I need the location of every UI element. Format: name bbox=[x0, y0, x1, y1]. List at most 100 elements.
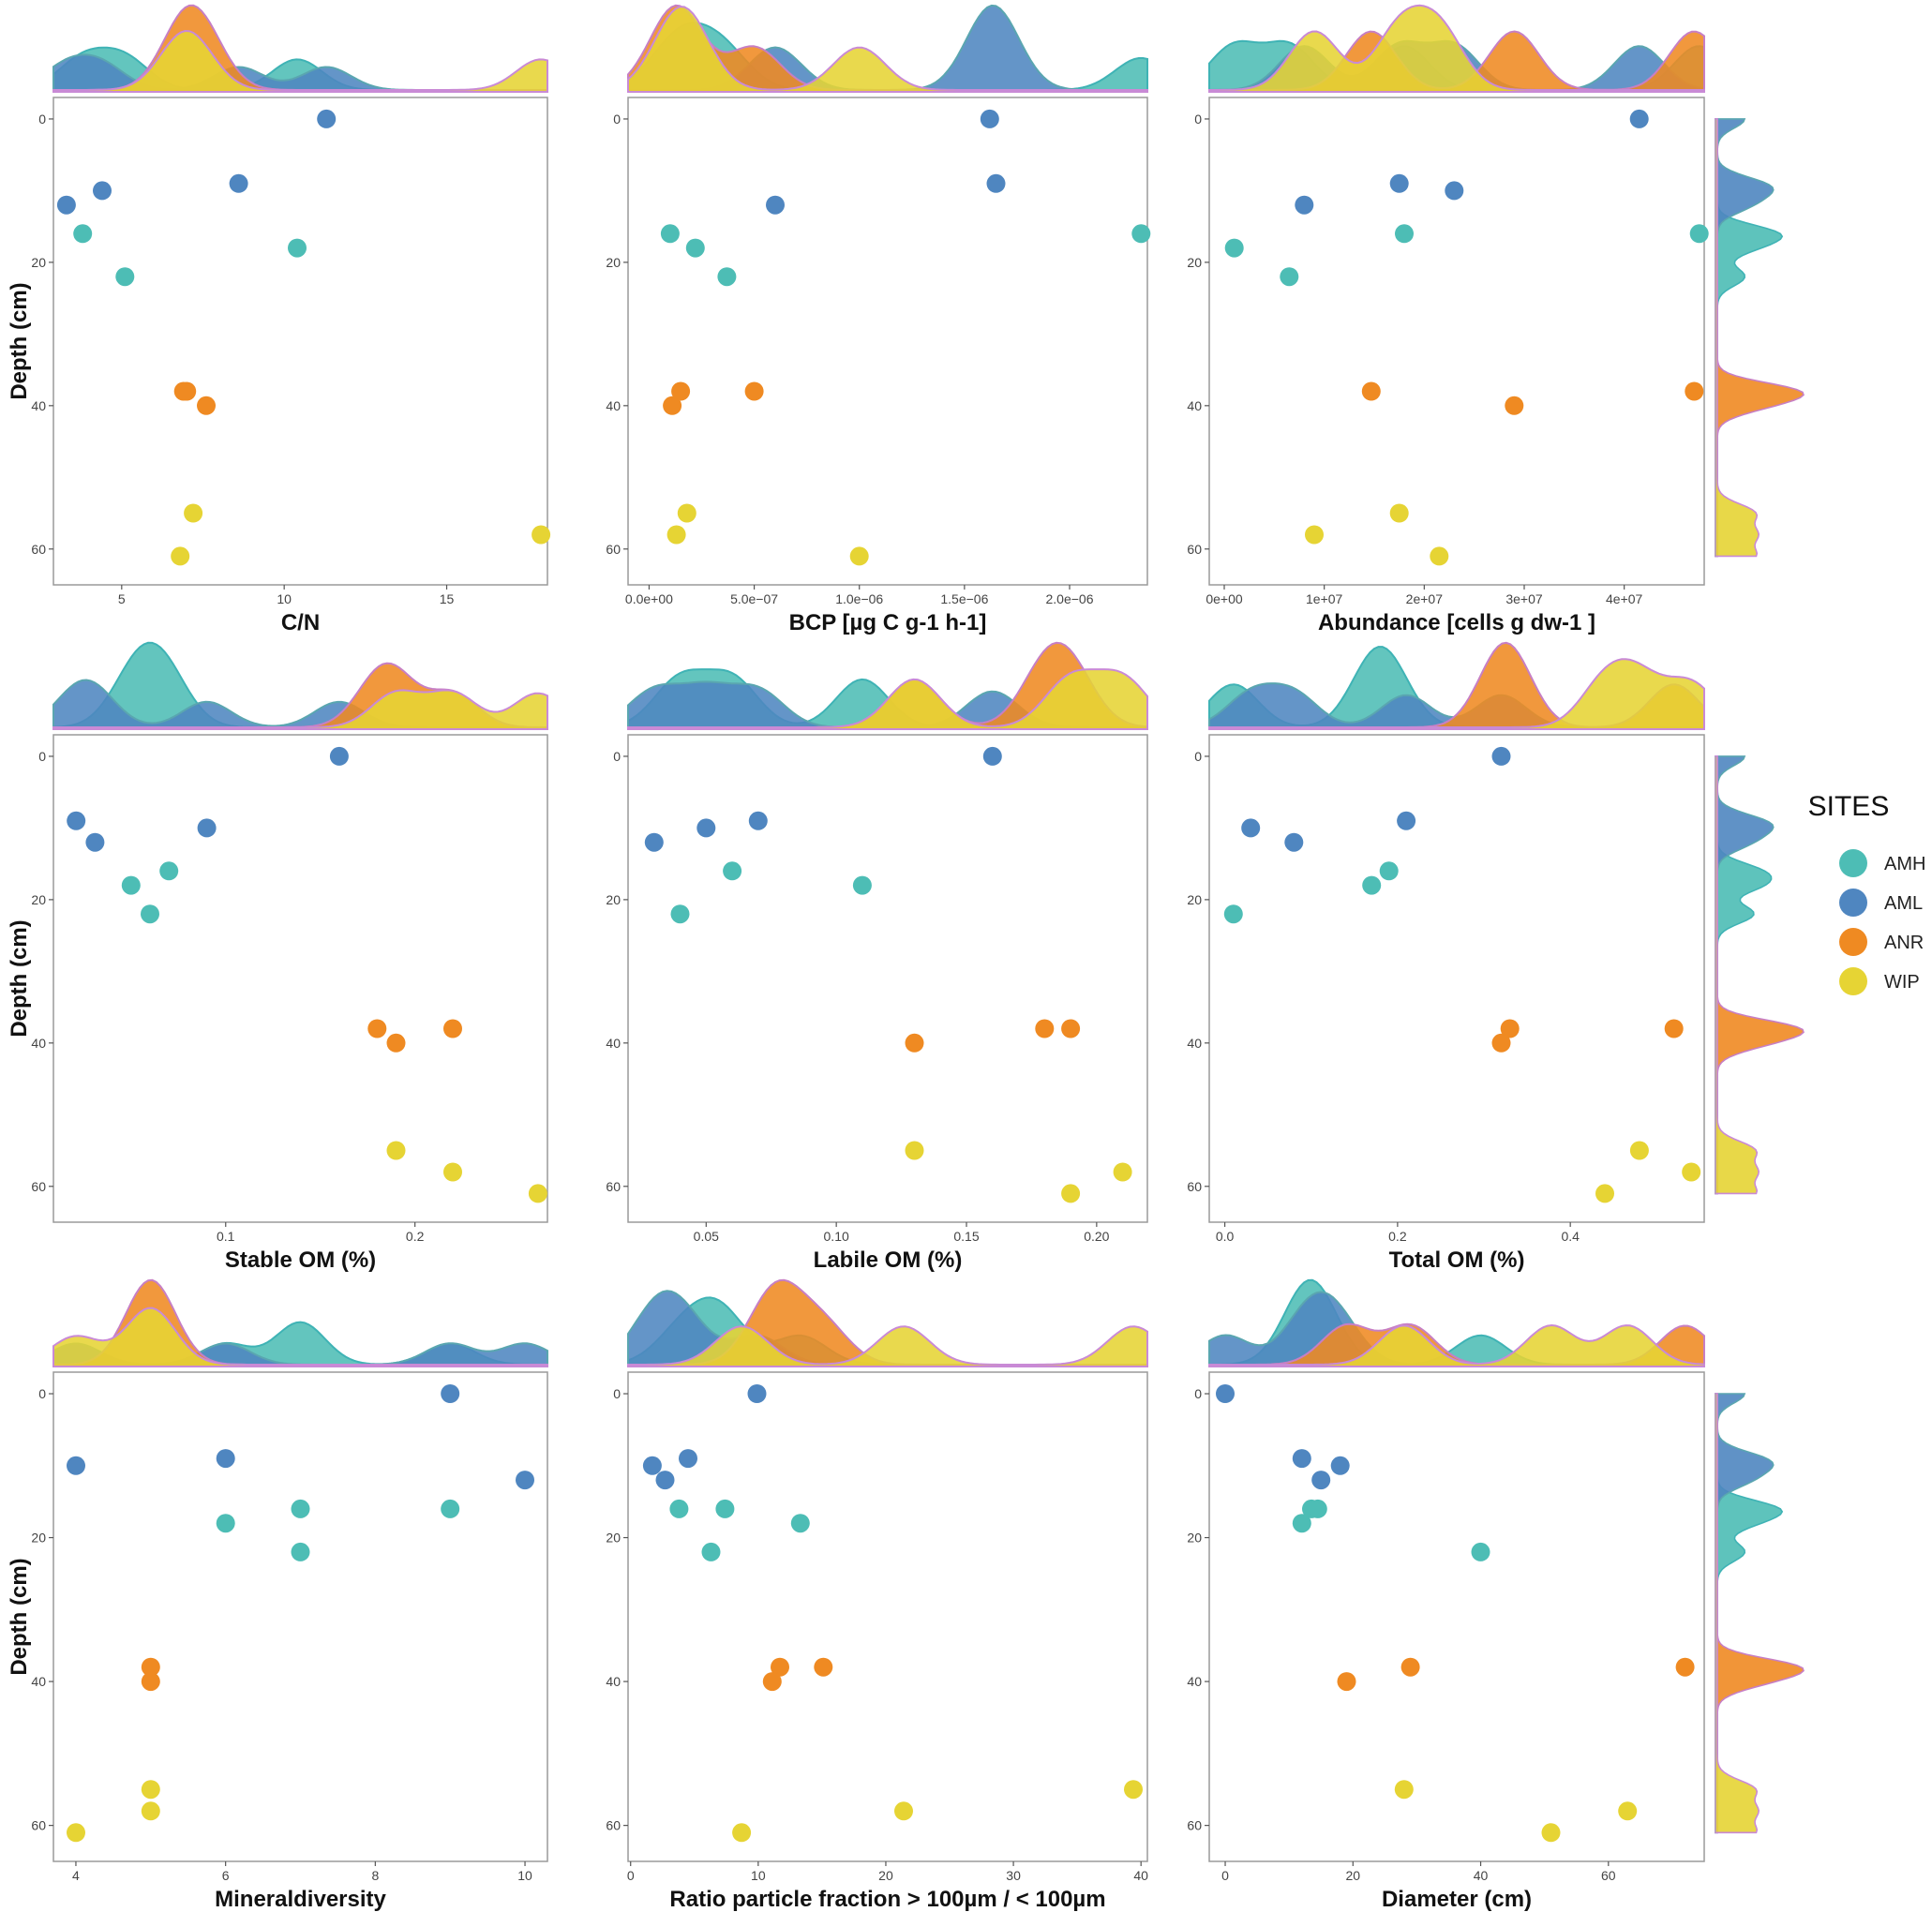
x-tick-label: 1e+07 bbox=[1306, 591, 1343, 606]
top-density bbox=[52, 4, 548, 93]
y-tick-label: 0 bbox=[1194, 749, 1202, 764]
legend-title: SITES bbox=[1808, 791, 1890, 822]
x-axis-title: Abundance [cells g dw-1 ] bbox=[1318, 610, 1595, 635]
x-tick-label: 2e+07 bbox=[1406, 591, 1444, 606]
legend-label: AML bbox=[1884, 893, 1923, 914]
x-tick-label: 1.5e−06 bbox=[940, 591, 988, 606]
point-amh bbox=[685, 238, 705, 258]
point-wip bbox=[67, 1823, 85, 1843]
point-aml bbox=[747, 1384, 767, 1403]
point-amh bbox=[723, 861, 742, 881]
density-wip bbox=[52, 689, 548, 730]
x-tick-label: 3e+07 bbox=[1505, 591, 1543, 606]
top-density bbox=[1208, 1278, 1705, 1367]
point-aml bbox=[197, 818, 217, 838]
point-wip bbox=[1113, 1162, 1132, 1182]
point-anr bbox=[663, 396, 682, 415]
density-wip bbox=[627, 668, 1148, 730]
y-tick-label: 40 bbox=[1187, 398, 1202, 413]
rdensity-wip bbox=[1715, 755, 1760, 1195]
y-tick-label: 0 bbox=[613, 1386, 621, 1401]
y-tick-label: 20 bbox=[1187, 255, 1202, 270]
point-amh bbox=[1689, 224, 1709, 244]
x-tick-label: 4 bbox=[72, 1868, 80, 1883]
legend: SITES AMH AML ANR WIP bbox=[1808, 791, 1925, 995]
panel-9: 0 20 40 60 0 20 40 60 Diameter (cm) bbox=[1187, 1278, 1805, 1912]
panel-frame bbox=[627, 734, 1148, 1223]
x-tick-label: 10 bbox=[277, 591, 292, 606]
point-amh bbox=[669, 1499, 689, 1518]
legend-key-wip bbox=[1839, 967, 1867, 995]
point-aml bbox=[1216, 1384, 1235, 1403]
point-aml bbox=[1397, 811, 1416, 830]
point-anr bbox=[1675, 1657, 1695, 1677]
point-wip bbox=[849, 546, 869, 566]
panel-8: 0 20 40 60 0 10 20 30 40 Ratio particle fraction … bbox=[606, 1278, 1148, 1912]
y-tick-label: 20 bbox=[31, 255, 46, 270]
y-axis-title: Depth (cm) bbox=[7, 282, 32, 399]
rdensity-aml bbox=[1715, 1393, 1775, 1834]
point-anr bbox=[1337, 1672, 1356, 1692]
point-anr bbox=[177, 381, 197, 401]
point-anr bbox=[367, 1019, 387, 1038]
point-wip bbox=[1541, 1823, 1561, 1843]
point-aml bbox=[516, 1471, 534, 1490]
point-anr bbox=[1361, 381, 1381, 401]
x-tick-label: 0 bbox=[627, 1868, 635, 1883]
y-tick-label: 0 bbox=[1194, 1386, 1202, 1401]
top-density bbox=[627, 641, 1148, 730]
point-aml bbox=[748, 811, 768, 830]
point-aml bbox=[229, 173, 248, 193]
point-anr bbox=[443, 1019, 462, 1038]
x-tick-label: 2.0e−06 bbox=[1046, 591, 1094, 606]
point-anr bbox=[771, 1657, 789, 1677]
point-wip bbox=[1682, 1162, 1701, 1182]
x-tick-label: 60 bbox=[1601, 1868, 1616, 1883]
point-wip bbox=[1389, 503, 1409, 523]
x-axis-title: Mineraldiversity bbox=[215, 1887, 386, 1912]
point-amh bbox=[715, 1499, 735, 1518]
point-aml bbox=[1629, 109, 1649, 128]
point-aml bbox=[1292, 1449, 1311, 1469]
rdensity-wip bbox=[1715, 118, 1760, 558]
panel-7: 0 20 40 60 4 6 8 10 Mineraldiversity Depth (cm) bbox=[7, 1278, 548, 1912]
point-aml bbox=[696, 818, 716, 838]
point-aml bbox=[85, 832, 105, 852]
point-aml bbox=[56, 195, 76, 215]
point-aml bbox=[982, 746, 1002, 766]
point-wip bbox=[1595, 1184, 1614, 1203]
panel-frame bbox=[52, 734, 548, 1223]
point-wip bbox=[141, 1780, 160, 1800]
x-tick-label: 6 bbox=[222, 1868, 230, 1883]
y-tick-label: 40 bbox=[606, 1674, 621, 1689]
point-amh bbox=[1362, 875, 1382, 895]
point-wip bbox=[1305, 525, 1324, 545]
point-amh bbox=[1379, 861, 1399, 881]
point-amh bbox=[1131, 224, 1151, 244]
point-wip bbox=[1061, 1184, 1081, 1203]
x-tick-label: 0.2 bbox=[1388, 1229, 1407, 1244]
point-amh bbox=[670, 904, 690, 924]
y-tick-label: 60 bbox=[1187, 1179, 1202, 1194]
point-aml bbox=[766, 195, 785, 215]
point-aml bbox=[1389, 173, 1409, 193]
point-amh bbox=[291, 1542, 310, 1561]
density-wip bbox=[52, 1307, 548, 1367]
x-axis-title: Labile OM (%) bbox=[814, 1247, 963, 1273]
y-tick-label: 40 bbox=[1187, 1674, 1202, 1689]
point-amh bbox=[1292, 1514, 1311, 1533]
x-tick-label: 40 bbox=[1474, 1868, 1489, 1883]
point-aml bbox=[1284, 832, 1304, 852]
panel-6: 0 20 40 60 0.0 0.2 0.4 Total OM (%) bbox=[1187, 641, 1805, 1273]
y-tick-label: 60 bbox=[1187, 1818, 1202, 1833]
y-tick-label: 40 bbox=[31, 1674, 46, 1689]
x-tick-label: 30 bbox=[1006, 1868, 1021, 1883]
point-aml bbox=[1330, 1456, 1350, 1475]
point-aml bbox=[986, 173, 1006, 193]
panel-5: 0 20 40 60 0.05 0.10 0.15 0.20 Labile OM (%) bbox=[606, 641, 1148, 1273]
x-tick-label: 0.0 bbox=[1216, 1229, 1235, 1244]
point-aml bbox=[216, 1449, 235, 1469]
legend-key-aml bbox=[1839, 889, 1867, 917]
y-tick-label: 60 bbox=[1187, 542, 1202, 557]
point-amh bbox=[790, 1514, 810, 1533]
